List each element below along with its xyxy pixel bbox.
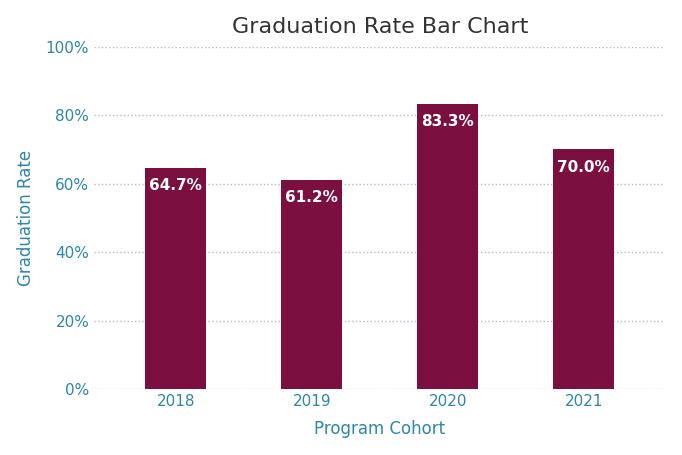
Bar (145, 167, 207, 389)
Text: 83.3%: 83.3% (421, 114, 474, 129)
Text: 64.7%: 64.7% (149, 178, 202, 193)
Bar (281, 180, 342, 389)
Y-axis label: Graduation Rate: Graduation Rate (16, 150, 35, 286)
Bar (553, 149, 614, 389)
Bar (417, 104, 478, 389)
X-axis label: Program Cohort: Program Cohort (314, 420, 445, 438)
Title: Graduation Rate Bar Chart: Graduation Rate Bar Chart (232, 17, 528, 37)
Text: 61.2%: 61.2% (285, 190, 338, 205)
Text: 70.0%: 70.0% (557, 160, 610, 175)
